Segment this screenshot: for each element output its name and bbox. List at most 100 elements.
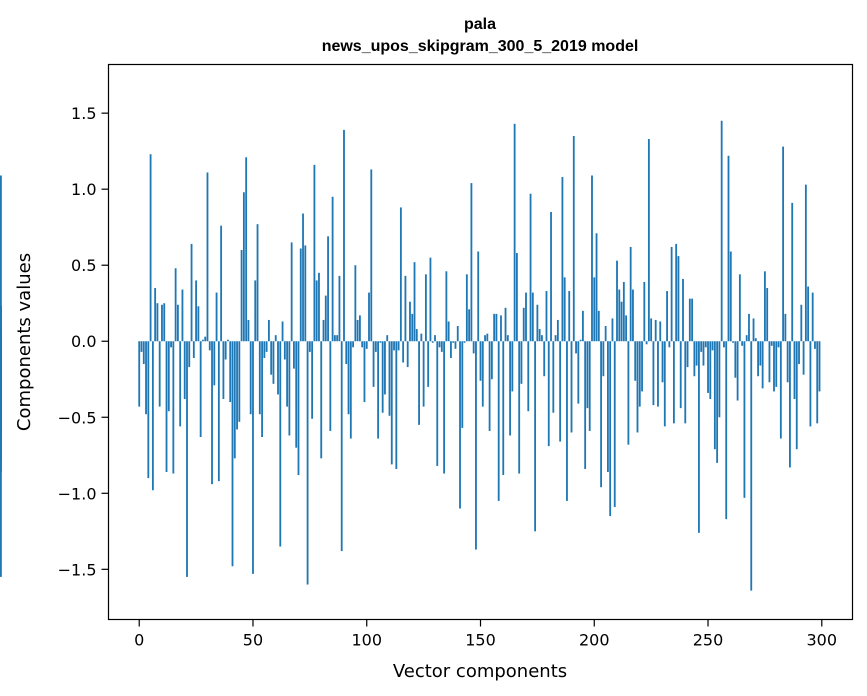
bar-component-undefined: [0, 341, 2, 473]
bar-component-94: [352, 341, 354, 348]
bar-component-52: [256, 224, 259, 342]
bar-component-200: [593, 277, 596, 342]
y-tick-label: 1.0: [71, 180, 96, 199]
bar-component-170: [525, 292, 527, 342]
bar-component-50: [252, 341, 254, 574]
bar-component-91: [345, 341, 348, 365]
bar-component-160: [502, 341, 505, 476]
bar-component-274: [761, 341, 764, 389]
bar-component-22: [188, 341, 191, 368]
bar-component-144: [465, 274, 468, 342]
bar-component-228: [657, 341, 659, 407]
bar-component-184: [556, 319, 559, 342]
bar-component-193: [577, 341, 580, 404]
bar-component-244: [693, 341, 696, 377]
bar-component-12: [165, 341, 168, 473]
bar-component-175: [536, 304, 539, 342]
bar-component-81: [322, 319, 325, 342]
bar-component-135: [445, 271, 448, 342]
bar-component-107: [381, 341, 384, 413]
bar-component-189: [568, 291, 571, 342]
bar-component-291: [800, 304, 803, 342]
bar-component-158: [497, 341, 500, 501]
bar-component-42: [233, 341, 236, 459]
bar-component-250: [707, 341, 709, 393]
bar-component-57: [267, 319, 270, 342]
bar-component-120: [411, 313, 414, 342]
bar-component-62: [279, 341, 282, 547]
bar-component-3: [145, 341, 147, 415]
bar-component-220: [638, 341, 641, 407]
bar-component-206: [607, 341, 609, 473]
bar-component-268: [748, 313, 750, 342]
bar-component-77: [313, 164, 316, 342]
bar-component-0: [138, 341, 141, 407]
bar-component-142: [461, 341, 464, 428]
bar-component-63: [281, 321, 284, 342]
bar-component-205: [604, 326, 607, 342]
bar-component-239: [682, 278, 684, 342]
bar-component-255: [718, 341, 721, 418]
bar-component-295: [809, 341, 812, 427]
bar-component-151: [481, 341, 484, 407]
x-tick-label: 150: [465, 631, 496, 650]
bar-component-173: [531, 292, 534, 342]
bar-component-195: [581, 310, 584, 342]
chart-title-line-2: news_upos_skipgram_300_5_2019 model: [322, 38, 639, 55]
y-tick-label: 0.5: [71, 256, 96, 275]
bar-component-251: [709, 341, 712, 400]
bar-component-116: [402, 341, 405, 363]
bar-component-124: [420, 333, 423, 342]
bar-component-261: [732, 341, 734, 343]
bar-component-103: [372, 341, 375, 387]
bar-component-287: [791, 202, 794, 342]
bar-component-196: [584, 341, 587, 469]
bar-component-183: [554, 335, 557, 342]
bar-component-279: [773, 341, 775, 392]
bar-component-33: [213, 341, 216, 386]
bar-component-167: [518, 341, 521, 474]
bar-component-271: [754, 338, 757, 342]
bar-component-281: [777, 341, 780, 348]
bar-component-undefined: [0, 175, 2, 342]
bar-component-297: [814, 341, 816, 349]
bar-component-178: [543, 341, 546, 377]
bar-component-106: [379, 341, 382, 343]
bar-component-2: [142, 341, 145, 365]
bar-component-222: [643, 281, 646, 342]
bar-component-190: [570, 341, 573, 433]
bar-component-214: [625, 315, 628, 342]
bar-component-249: [704, 341, 707, 348]
bar-component-186: [561, 177, 564, 342]
bar-component-122: [415, 329, 418, 342]
bar-component-185: [559, 341, 562, 442]
bar-component-282: [779, 341, 782, 439]
bar-component-102: [370, 169, 373, 342]
bar-component-161: [504, 307, 507, 342]
bar-component-259: [727, 155, 730, 342]
bar-component-223: [645, 341, 648, 345]
bar-component-232: [666, 291, 668, 342]
bar-component-123: [418, 341, 420, 425]
y-axis-label: Components values: [14, 253, 35, 431]
bar-component-112: [393, 341, 395, 351]
bar-component-92: [347, 341, 350, 415]
bar-component-229: [659, 321, 662, 342]
bar-component-240: [684, 341, 687, 424]
bar-component-105: [377, 341, 380, 439]
x-tick-label: 0: [134, 631, 144, 650]
bar-component-199: [591, 175, 593, 342]
bar-component-150: [479, 341, 482, 381]
bar-component-265: [741, 341, 744, 346]
x-tick-label: 50: [243, 631, 263, 650]
bar-component-1: [140, 341, 143, 352]
bar-component-48: [247, 319, 250, 342]
bar-component-273: [759, 341, 762, 366]
bar-component-272: [757, 341, 759, 377]
bar-component-76: [311, 341, 314, 419]
bar-component-209: [613, 341, 616, 507]
bar-component-243: [691, 298, 694, 342]
bar-component-226: [652, 341, 655, 406]
bar-component-69: [295, 341, 298, 448]
bar-component-13: [167, 341, 170, 412]
